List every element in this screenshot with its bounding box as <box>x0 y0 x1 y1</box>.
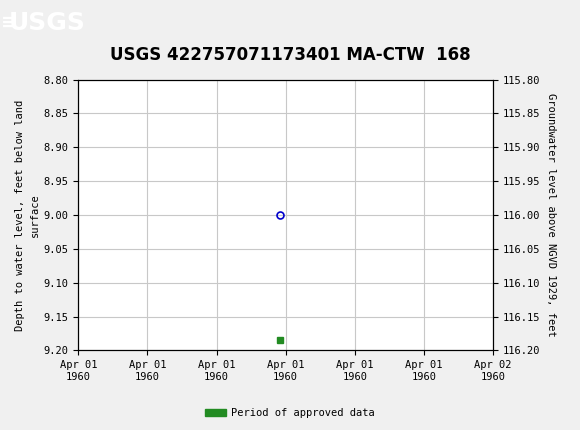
Y-axis label: Groundwater level above NGVD 1929, feet: Groundwater level above NGVD 1929, feet <box>546 93 556 337</box>
Text: ≡: ≡ <box>1 13 17 32</box>
Y-axis label: Depth to water level, feet below land
surface: Depth to water level, feet below land su… <box>16 99 39 331</box>
Text: USGS 422757071173401 MA-CTW  168: USGS 422757071173401 MA-CTW 168 <box>110 46 470 64</box>
Legend: Period of approved data: Period of approved data <box>201 404 379 423</box>
Text: USGS: USGS <box>9 11 86 34</box>
